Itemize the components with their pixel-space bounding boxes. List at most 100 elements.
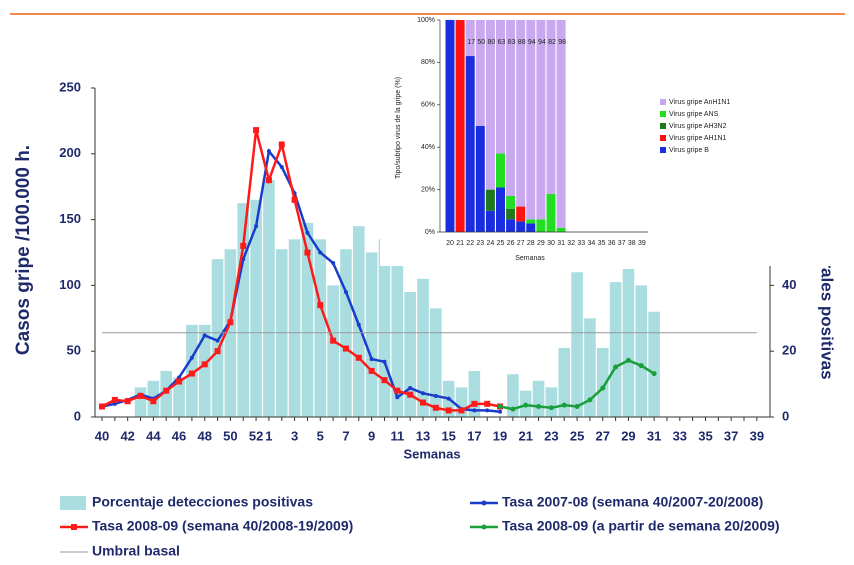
x-tick-label: 22 (466, 240, 474, 247)
bar (250, 199, 262, 417)
x-tick-label: 29 (621, 428, 635, 443)
marker (254, 224, 259, 229)
y2-tick-label: 20 (782, 343, 796, 358)
legend-label: Virus gripe AH3N2 (669, 123, 727, 130)
x-axis-title: Semanas (515, 255, 545, 262)
marker (445, 407, 452, 414)
stacked-bar (556, 20, 566, 228)
y-tick-label: 200 (59, 145, 81, 160)
marker (548, 405, 554, 411)
stacked-bar (496, 153, 505, 188)
bar (571, 272, 583, 417)
stacked-bar (455, 20, 465, 232)
data-label: 80 (488, 39, 496, 46)
marker (176, 378, 183, 385)
x-tick-label: 23 (476, 240, 484, 247)
stacked-bar (475, 20, 485, 126)
legend-label: Tasa 2007-08 (semana 40/2007-20/2008) (502, 494, 763, 510)
data-label: 50 (477, 39, 485, 46)
bar (532, 380, 545, 417)
x-tick-label: 39 (638, 240, 646, 247)
data-label: 17 (467, 39, 475, 46)
stacked-bar (465, 20, 475, 57)
bar (507, 374, 519, 417)
legend-marker (71, 524, 77, 530)
y-axis-title: Casos gripe /100.000 h. (13, 145, 34, 355)
bar (288, 239, 301, 417)
stacked-bar (506, 195, 516, 209)
marker (279, 164, 284, 169)
marker (240, 242, 247, 249)
x-tick-label: 5 (317, 428, 324, 443)
x-tick-label: 48 (197, 428, 211, 443)
stacked-bar (506, 20, 516, 196)
bar (468, 370, 481, 417)
x-tick-label: 31 (557, 240, 565, 247)
marker (150, 398, 157, 405)
legend-marker (481, 500, 487, 506)
marker (433, 393, 438, 398)
bar (596, 347, 609, 417)
stacked-bar (465, 56, 475, 232)
stacked-bar (516, 221, 526, 232)
x-tick-label: 37 (618, 240, 626, 247)
data-label: 63 (498, 39, 506, 46)
marker (265, 177, 272, 184)
stacked-bar (556, 227, 566, 232)
x-tick-label: 33 (577, 240, 585, 247)
y-tick-label: 250 (59, 79, 81, 94)
x-axis-title: Semanas (403, 446, 460, 461)
marker (278, 141, 285, 148)
legend-label: Tasa 2008-09 (semana 40/2008-19/2009) (92, 518, 353, 534)
y2-tick-label: 40 (782, 277, 796, 292)
x-tick-label: 21 (456, 240, 464, 247)
bar (327, 285, 339, 417)
y-tick-label: 20% (421, 186, 435, 193)
x-tick-label: 52 (249, 428, 263, 443)
x-tick-label: 24 (487, 240, 495, 247)
bar (263, 180, 275, 417)
marker (625, 357, 631, 363)
legend-swatch (660, 135, 666, 141)
x-tick-label: 28 (527, 240, 535, 247)
y-tick-label: 0% (425, 229, 435, 236)
legend-marker (481, 524, 487, 530)
y-tick-label: 60% (421, 102, 435, 109)
x-tick-label: 23 (544, 428, 558, 443)
bar (609, 282, 622, 417)
marker (330, 337, 337, 344)
marker (137, 392, 144, 399)
x-tick-label: 19 (493, 428, 507, 443)
x-tick-label: 3 (291, 428, 298, 443)
marker (510, 406, 516, 412)
bar (648, 311, 660, 417)
stacked-bar (526, 219, 536, 224)
marker (651, 371, 657, 377)
legend-label: Umbral basal (92, 543, 180, 559)
x-tick-label: 13 (416, 428, 430, 443)
stacked-bar (506, 219, 516, 232)
stacked-bar (506, 208, 516, 220)
marker (201, 361, 208, 368)
marker (343, 289, 348, 294)
x-tick-label: 20 (446, 240, 454, 247)
marker (331, 261, 336, 266)
marker (458, 407, 465, 414)
stacked-bar (516, 206, 526, 222)
bar (314, 239, 327, 417)
y-axis-title: Tipo/subtipo virus de la gripe (%) (395, 77, 402, 179)
bar (622, 268, 635, 417)
marker (497, 403, 503, 409)
marker (163, 387, 170, 394)
marker (523, 402, 529, 408)
x-tick-label: 38 (628, 240, 636, 247)
x-tick-label: 36 (608, 240, 616, 247)
marker (420, 399, 426, 406)
x-tick-label: 44 (146, 428, 161, 443)
marker (368, 367, 375, 374)
marker (188, 370, 195, 377)
bar (160, 370, 172, 417)
y-tick-label: 0 (74, 408, 81, 423)
stacked-bar (496, 20, 505, 154)
legend-swatch (660, 147, 666, 153)
